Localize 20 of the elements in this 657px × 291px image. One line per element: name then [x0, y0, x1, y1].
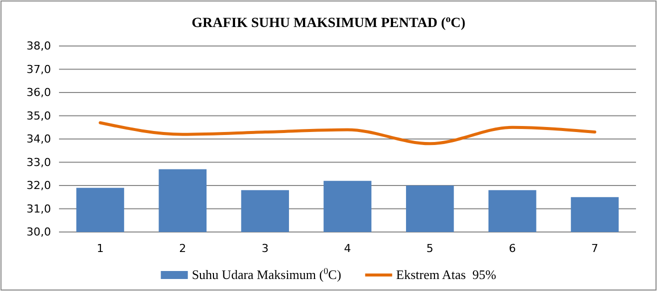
y-tick-label: 32,0: [26, 179, 51, 192]
y-tick-label: 33,0: [26, 156, 51, 169]
line-series: [98, 121, 596, 146]
y-tick-label: 31,0: [26, 202, 51, 216]
legend-label: Ekstrem Atas 95%: [396, 267, 496, 282]
x-tick-label: 2: [179, 242, 186, 255]
x-tick-label: 7: [591, 242, 598, 255]
chart-title: GRAFIK SUHU MAKSIMUM PENTAD ($^{o}$C): [192, 14, 466, 31]
y-tick-label: 36,0: [26, 86, 51, 100]
y-tick-label: 37,0: [26, 62, 51, 76]
x-tick-label: 3: [262, 242, 269, 255]
y-tick-label: 34,0: [26, 132, 51, 146]
y-tick-label: 30,0: [26, 226, 51, 239]
x-tick-label: 1: [96, 242, 104, 255]
y-tick-label: 38,0: [26, 40, 51, 53]
x-tick-label: 4: [344, 242, 351, 255]
x-tick-label: 5: [426, 242, 434, 255]
x-tick-label: 6: [508, 242, 516, 255]
legend-label: Suhu Udara Maksimum ($^{0}$C): [192, 266, 342, 282]
y-tick-label: 35,0: [26, 109, 51, 122]
